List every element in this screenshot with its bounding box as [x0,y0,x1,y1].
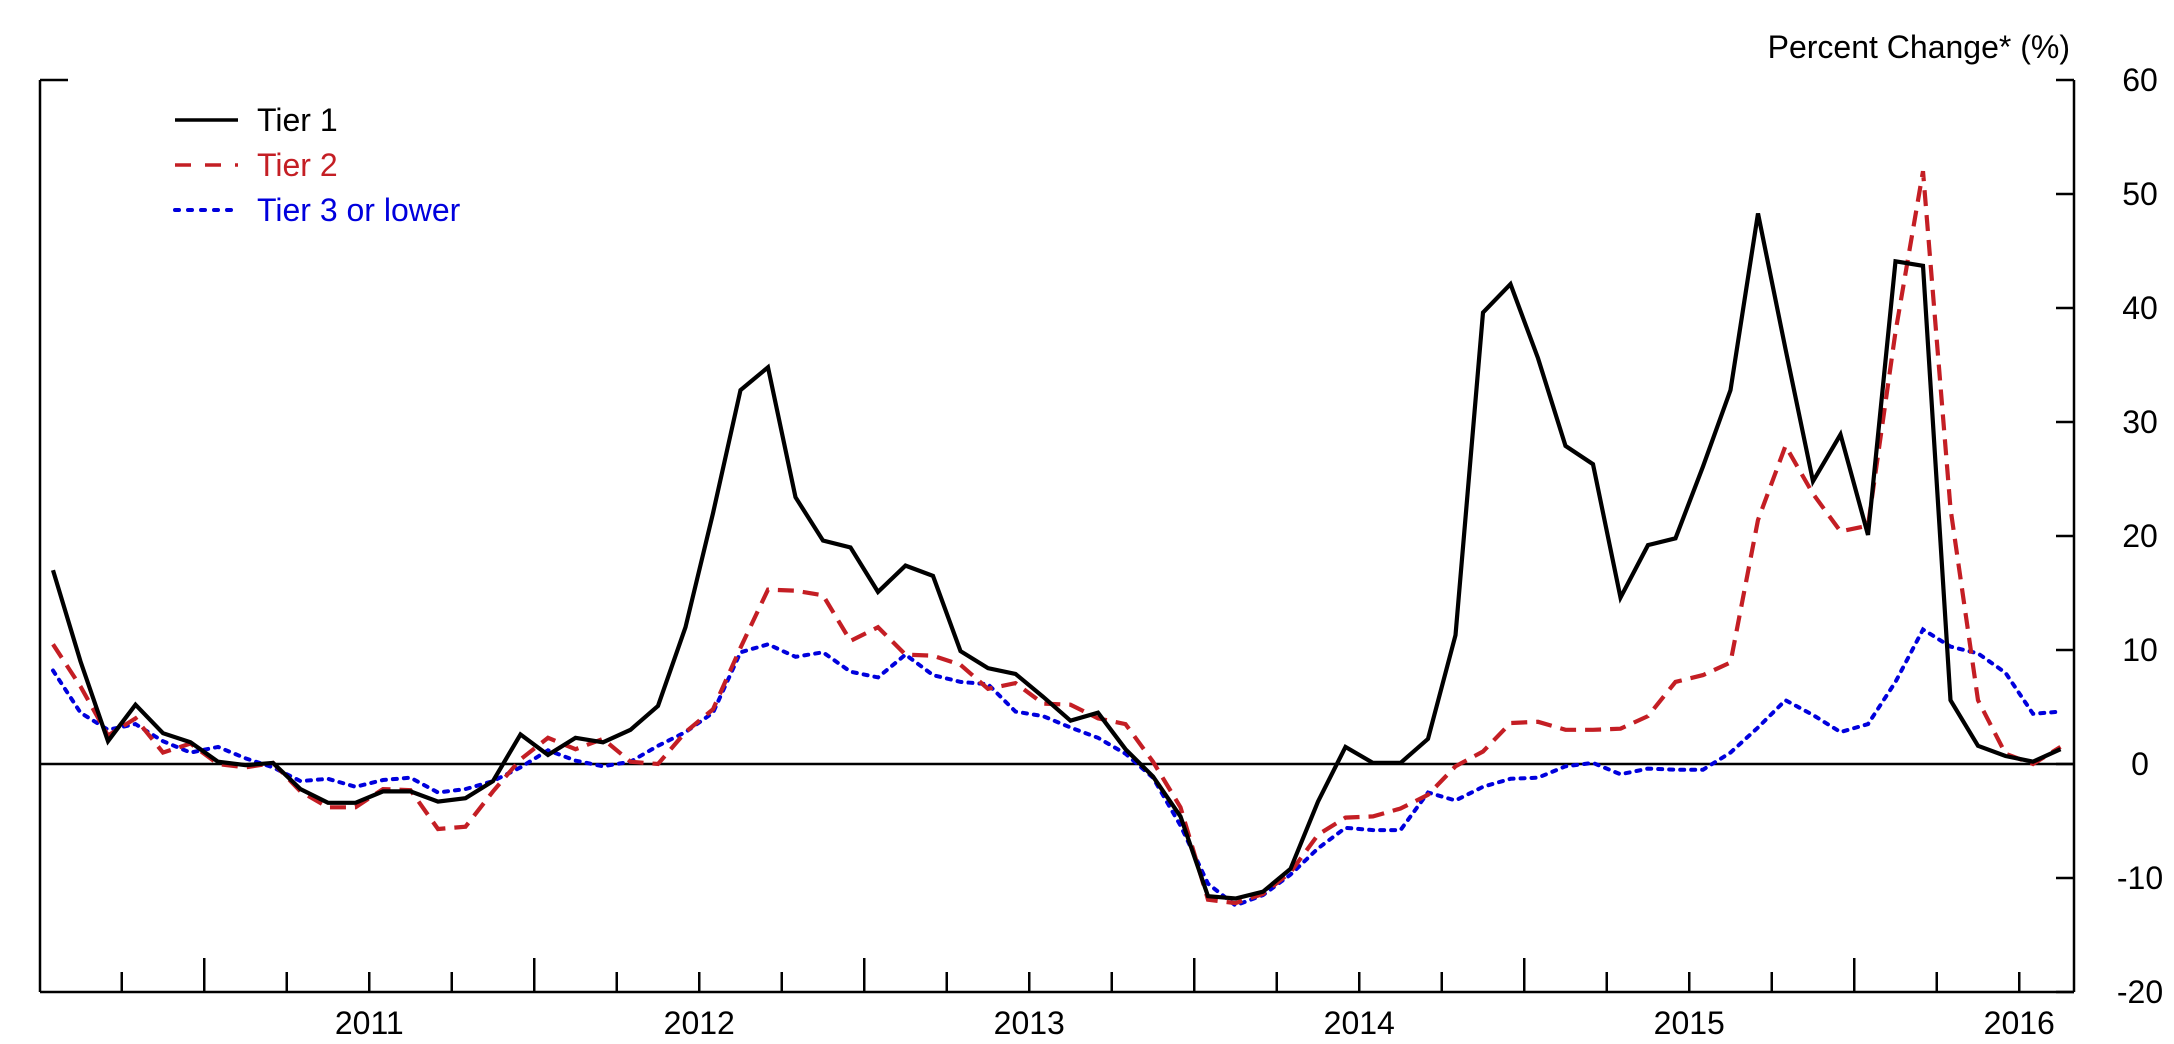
x-tick-label: 2012 [664,1005,735,1041]
y-axis-label: Percent Change* (%) [1768,29,2070,65]
ticks-layer: 60 50 40 30 20 10 0 -10 -20 2011 2012 2013 2014 2015 2… [120,62,2163,1041]
y-tick-label: 60 [2122,62,2158,98]
legend: Tier 1 Tier 2 Tier 3 or lower [173,102,461,228]
x-tick-label: 2014 [1324,1005,1395,1041]
y-tick-label: 40 [2122,290,2158,326]
x-tick-label: 2011 [335,1005,404,1041]
y-tick-label: 10 [2122,632,2158,668]
y-tick-label: -20 [2117,974,2163,1010]
y-tick-label: 30 [2122,404,2158,440]
legend-label: Tier 3 or lower [257,192,461,228]
x-tick-label: 2016 [1984,1005,2055,1041]
legend-label: Tier 2 [257,147,338,183]
series-line-tier-2 [51,170,2062,906]
legend-label: Tier 1 [257,102,338,138]
y-tick-label: -10 [2117,860,2163,896]
x-tick-label: 2013 [994,1005,1065,1041]
series-layer [50,170,2063,908]
x-tick-label: 2015 [1654,1005,1725,1041]
series-line-tier-3-or-lower [51,626,2063,908]
series-line-tier-1 [50,212,2062,901]
y-tick-label: 50 [2122,176,2158,212]
y-tick-label: 0 [2131,746,2149,782]
y-tick-label: 20 [2122,518,2158,554]
